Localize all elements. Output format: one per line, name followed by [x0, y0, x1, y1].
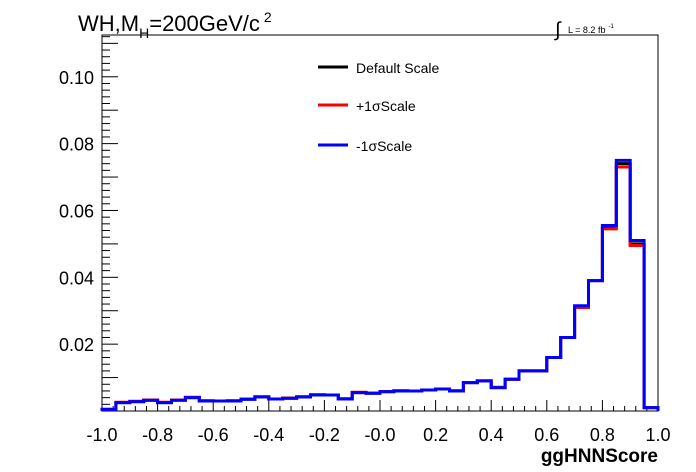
title-main: WH,M: [78, 11, 139, 36]
x-tick-label: 0.2: [423, 425, 448, 445]
legend: Default Scale +1σScale -1σScale: [318, 60, 439, 154]
x-axis-title: ggHNNScore: [541, 446, 658, 467]
title-suffix: =200GeV/c: [149, 11, 260, 36]
x-tick-label: 1.0: [645, 425, 670, 445]
y-tick-label: 0.10: [59, 68, 94, 88]
series-line-minus1sigma: [100, 158, 660, 411]
x-tick-label: -0.2: [309, 425, 340, 445]
x-tick-label: -0.0: [364, 425, 395, 445]
x-tick-label: 0.8: [590, 425, 615, 445]
x-tick-label: -0.6: [198, 425, 229, 445]
x-tick-label: -1.0: [86, 425, 117, 445]
lumi-text: L = 8.2 fb: [568, 25, 605, 35]
x-tick-label: -0.8: [142, 425, 173, 445]
legend-label-minus1sigma: -1σScale: [356, 138, 412, 154]
legend-label-plus1sigma: +1σScale: [356, 98, 416, 114]
x-tick-label: -0.4: [253, 425, 284, 445]
lumi-superscript: -1: [608, 24, 614, 30]
lumi-integral-sign: ∫: [554, 19, 562, 41]
y-axis-ticks: 0.02 0.04 0.06 0.08 0.10: [59, 36, 118, 405]
y-tick-label: 0.08: [59, 135, 94, 155]
y-tick-label: 0.06: [59, 201, 94, 221]
x-axis-ticks: -1.0 -0.8 -0.6 -0.4 -0.2 -0.0 0.2 0.4 0.6 0.8 1.0: [86, 400, 671, 445]
x-tick-label: 0.4: [479, 425, 504, 445]
series-lines: [100, 158, 660, 411]
title-subscript: H: [139, 25, 149, 41]
series-line-default: [100, 162, 660, 411]
y-tick-label: 0.04: [59, 268, 94, 288]
title-superscript: 2: [264, 9, 272, 25]
legend-label-default: Default Scale: [356, 60, 439, 76]
x-tick-label: 0.6: [534, 425, 559, 445]
series-line-plus1sigma: [100, 165, 660, 411]
lumi-label: L = 8.2 fb -1: [568, 24, 614, 35]
y-tick-label: 0.02: [59, 335, 94, 355]
chart-title: WH,MH=200GeV/c 2: [78, 9, 272, 41]
plot-frame: [101, 34, 659, 412]
